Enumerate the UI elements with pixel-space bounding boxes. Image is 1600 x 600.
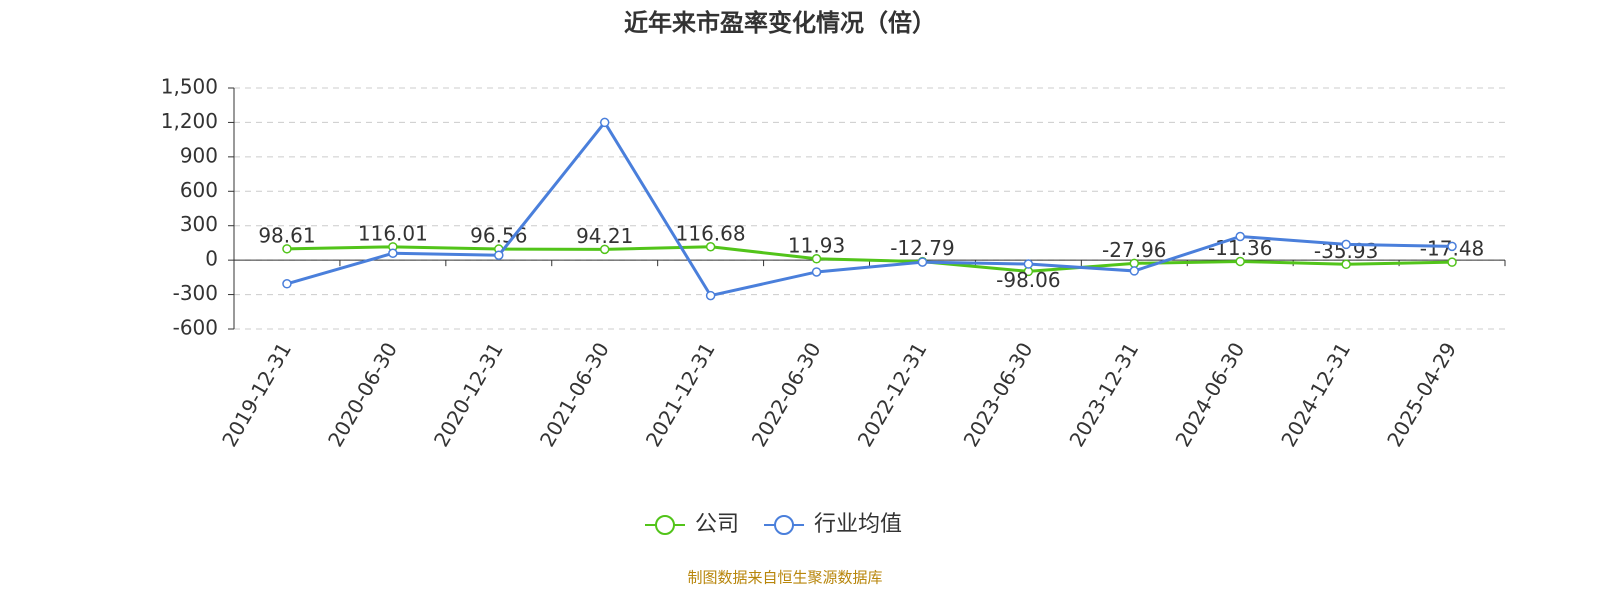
data-point bbox=[388, 248, 398, 259]
x-tick-label: 2025-04-29 bbox=[1382, 338, 1461, 451]
x-tick-label: 2019-12-31 bbox=[217, 338, 296, 451]
series-line bbox=[286, 245, 1453, 273]
x-tick-label: 2023-12-31 bbox=[1064, 338, 1143, 451]
data-point bbox=[705, 290, 716, 301]
chart-title: 近年来市盈率变化情况（倍） bbox=[624, 9, 936, 37]
data-label: -27.96 bbox=[1102, 238, 1166, 262]
x-tick-label: 2023-06-30 bbox=[959, 338, 1038, 451]
y-tick-label: 1,200 bbox=[161, 109, 218, 133]
data-label: 94.21 bbox=[576, 224, 633, 248]
data-point bbox=[1023, 259, 1034, 269]
data-point bbox=[494, 250, 504, 260]
y-tick-label: 600 bbox=[180, 178, 218, 202]
data-label: 98.61 bbox=[258, 223, 315, 247]
y-tick-label: -600 bbox=[173, 316, 218, 340]
x-tick-label: 2022-06-30 bbox=[747, 338, 826, 451]
data-point bbox=[282, 279, 292, 289]
y-tick-label: 1,500 bbox=[161, 75, 218, 99]
x-tick-label: 2024-12-31 bbox=[1276, 338, 1355, 451]
y-tick-label: 300 bbox=[180, 212, 218, 236]
data-point bbox=[1235, 231, 1245, 242]
x-tick-label: 2020-06-30 bbox=[323, 338, 402, 451]
data-label: 116.68 bbox=[676, 221, 746, 245]
y-tick-label: -300 bbox=[173, 281, 218, 305]
series-line bbox=[286, 119, 1453, 298]
data-point bbox=[599, 244, 610, 255]
y-tick-label: 900 bbox=[180, 143, 218, 167]
data-label: -98.06 bbox=[996, 268, 1060, 292]
data-label: 96.56 bbox=[470, 224, 527, 248]
x-tick-label: 2021-06-30 bbox=[535, 338, 614, 451]
x-tick-label: 2024-06-30 bbox=[1170, 338, 1249, 451]
x-tick-label: 2020-12-31 bbox=[429, 338, 508, 451]
data-point bbox=[1447, 241, 1457, 252]
data-point bbox=[811, 267, 822, 277]
legend-label: 行业均值 bbox=[814, 512, 902, 537]
x-tick-label: 2021-12-31 bbox=[641, 338, 720, 451]
data-point bbox=[1341, 259, 1351, 270]
data-label: 116.01 bbox=[358, 221, 428, 245]
source-note: 制图数据来自恒生聚源数据库 bbox=[687, 569, 882, 587]
y-tick-label: 0 bbox=[205, 247, 218, 271]
data-point bbox=[811, 254, 822, 264]
data-point bbox=[1447, 257, 1457, 267]
data-point bbox=[1129, 266, 1140, 276]
data-label: -12.79 bbox=[890, 236, 954, 260]
data-point bbox=[917, 257, 928, 267]
legend-marker bbox=[774, 515, 795, 535]
data-point bbox=[1235, 256, 1245, 267]
x-tick-label: 2022-12-31 bbox=[853, 338, 932, 451]
legend-marker bbox=[655, 515, 675, 535]
data-point bbox=[599, 117, 610, 128]
data-point bbox=[705, 242, 716, 252]
data-point bbox=[1341, 239, 1351, 250]
data-label: 11.93 bbox=[788, 233, 845, 257]
legend-label: 公司 bbox=[695, 512, 739, 537]
data-point bbox=[282, 244, 292, 254]
